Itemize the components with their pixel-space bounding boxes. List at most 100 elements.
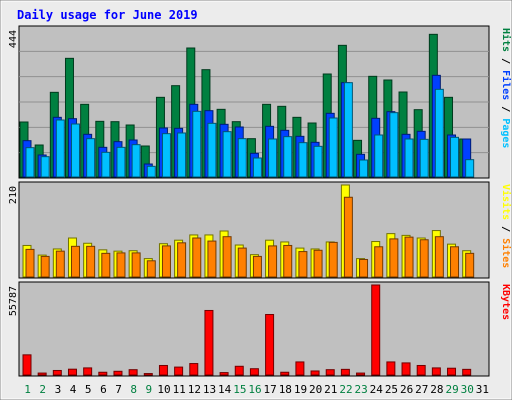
sites-bar-day-25 [389, 238, 399, 278]
kbytes-bar-day-11 [174, 366, 184, 376]
sites-bar-day-30 [465, 252, 475, 278]
day-label-2: 2 [39, 383, 46, 396]
sites-bar-day-5 [86, 245, 96, 278]
pages-bar-day-14 [222, 131, 232, 178]
day-label-31: 31 [476, 383, 489, 396]
sites-bar-day-8 [131, 252, 141, 278]
visits-sites-max-label: 210 [8, 186, 19, 204]
legend-pages: Pages [500, 118, 511, 148]
sites-bar-day-21 [328, 241, 338, 278]
kbytes-bar-day-18 [280, 371, 290, 376]
day-label-19: 19 [294, 383, 307, 396]
sites-bar-day-1 [25, 248, 35, 278]
sites-bar-day-13 [207, 240, 217, 278]
day-label-21: 21 [324, 383, 337, 396]
day-label-10: 10 [157, 383, 170, 396]
pages-bar-day-26 [404, 138, 414, 178]
day-label-12: 12 [188, 383, 201, 396]
pages-bar-day-21 [328, 117, 338, 178]
pages-bar-day-27 [419, 138, 429, 178]
kbytes-bar-day-14 [219, 372, 229, 376]
hits-files-pages-panel: 444 Hits / Files / Pages [8, 25, 512, 179]
day-label-14: 14 [218, 383, 232, 396]
pages-bar-day-22 [343, 82, 353, 178]
kbytes-bar-day-12 [189, 363, 199, 376]
pages-bar-day-3 [55, 119, 65, 178]
kbytes-bar-day-6 [98, 371, 108, 376]
day-label-25: 25 [385, 383, 398, 396]
pages-bar-day-11 [177, 132, 187, 178]
chart-panels: 444 Hits / Files / Pages 210 Visits / Sites… [8, 25, 512, 377]
kbytes-bar-day-2 [37, 372, 47, 376]
day-label-4: 4 [70, 383, 77, 396]
legend-hits: Hits [500, 28, 512, 52]
kbytes-bar-day-29 [447, 367, 457, 376]
visits-sites-panel: 210 Visits / Sites [8, 181, 512, 279]
kbytes-bar-day-13 [204, 309, 214, 376]
hits-files-pages-max-label: 444 [8, 30, 19, 48]
legend-visits: Visits [500, 184, 512, 220]
kbytes-bar-day-26 [401, 362, 411, 376]
kbytes-bar-day-16 [249, 368, 259, 376]
kbytes-bar-day-7 [113, 370, 123, 376]
legend-kbytes: KBytes [500, 284, 511, 320]
kbytes-bar-day-4 [67, 368, 77, 376]
day-label-7: 7 [115, 383, 122, 396]
kbytes-bar-day-5 [83, 367, 93, 376]
day-label-5: 5 [85, 383, 92, 396]
sites-bar-day-7 [116, 252, 126, 278]
kbytes-plot-area [18, 281, 490, 377]
pages-bar-day-24 [374, 134, 384, 178]
chart-title: Daily usage for June 2019 [17, 8, 198, 22]
day-label-1: 1 [24, 383, 31, 396]
kbytes-bar-day-25 [386, 361, 396, 376]
day-label-18: 18 [279, 383, 292, 396]
sites-bar-day-10 [161, 245, 171, 278]
kbytes-bar-day-3 [52, 369, 62, 376]
sites-bar-day-14 [222, 236, 232, 278]
day-label-3: 3 [55, 383, 62, 396]
legend-sites: Sites [500, 238, 512, 268]
series-sites [25, 196, 475, 278]
legend-separator: / [500, 100, 511, 118]
sites-bar-day-17 [268, 245, 278, 278]
pages-bar-day-25 [389, 112, 399, 178]
day-label-6: 6 [100, 383, 107, 396]
kbytes-bar-day-15 [234, 365, 244, 376]
kbytes-bar-day-30 [462, 368, 472, 376]
pages-bar-day-28 [434, 88, 444, 178]
pages-bar-day-5 [86, 138, 96, 178]
sites-bar-day-3 [55, 250, 65, 278]
kbytes-bar-day-17 [265, 314, 275, 376]
kbytes-bar-day-10 [158, 364, 168, 376]
pages-bar-day-16 [252, 157, 262, 178]
sites-bar-day-23 [359, 258, 369, 278]
sites-bar-day-15 [237, 247, 247, 278]
pages-bar-day-8 [131, 144, 141, 178]
kbytes-bar-day-22 [340, 368, 350, 376]
sites-bar-day-27 [419, 239, 429, 278]
sites-bar-day-26 [404, 236, 414, 278]
sites-bar-day-12 [192, 237, 202, 278]
pages-bar-day-13 [207, 122, 217, 178]
pages-bar-day-18 [283, 136, 293, 178]
pages-bar-day-1 [25, 147, 35, 178]
day-label-30: 30 [461, 383, 474, 396]
pages-bar-day-17 [268, 138, 278, 178]
kbytes-bar-day-21 [325, 369, 335, 376]
legend-files: Files [500, 70, 512, 100]
day-label-8: 8 [130, 383, 137, 396]
day-label-16: 16 [248, 383, 261, 396]
pages-bar-day-4 [70, 123, 80, 178]
pages-bar-day-19 [298, 142, 308, 178]
kbytes-panel: 55787 KBytes [8, 281, 511, 377]
pages-bar-day-20 [313, 145, 323, 178]
day-label-27: 27 [415, 383, 428, 396]
sites-bar-day-2 [40, 255, 50, 278]
sites-bar-day-28 [434, 236, 444, 278]
kbytes-bar-day-28 [431, 367, 441, 376]
sites-bar-day-19 [298, 251, 308, 278]
